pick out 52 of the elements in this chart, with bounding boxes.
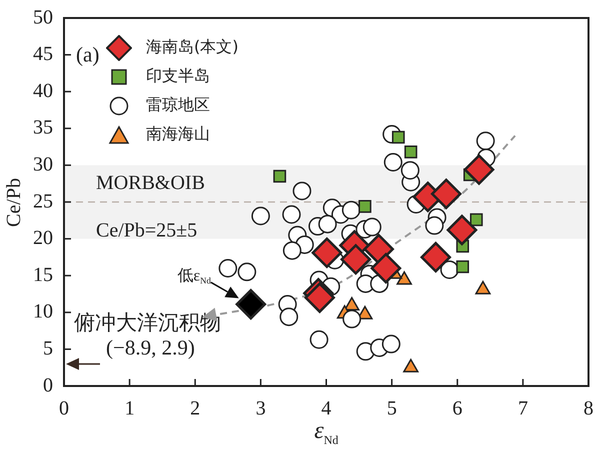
point	[446, 214, 478, 246]
point	[362, 218, 382, 236]
legend-label: 南海海山	[146, 124, 210, 145]
point	[404, 146, 418, 158]
point	[363, 234, 394, 264]
x-axis-title: ε$_{Nd}$	[314, 418, 338, 448]
point	[282, 205, 301, 224]
point	[318, 214, 337, 234]
x-tick-label: 5	[386, 397, 397, 420]
x-tick-label: 4	[321, 397, 332, 420]
x-tick-label: 0	[59, 397, 69, 420]
x-tick-label: 8	[584, 397, 594, 420]
band-label: MORB&OIB	[96, 172, 205, 194]
legend-label: 雷琼地区	[146, 95, 210, 116]
point	[464, 154, 494, 185]
annotation: (−8.9, 2.9)	[106, 336, 195, 360]
y-axis-title: Ce/Pb	[2, 178, 26, 226]
x-tick-label: 7	[518, 397, 528, 420]
y-tick-label: 35	[33, 116, 53, 139]
y-tick-label: 45	[33, 43, 53, 66]
point	[342, 200, 360, 220]
point	[358, 200, 372, 213]
point	[425, 216, 444, 235]
legend-label: 印支半岛	[146, 66, 210, 87]
y-tick-label: 20	[33, 227, 53, 250]
ref-line-label: Ce/Pb=25±5	[96, 219, 198, 242]
point	[292, 182, 312, 200]
x-tick-label: 6	[452, 397, 462, 420]
point	[251, 206, 270, 226]
y-tick-label: 30	[33, 153, 53, 176]
annotation: (a)	[76, 42, 100, 67]
y-tick-label: 5	[43, 337, 53, 360]
x-tick-label: 3	[256, 397, 266, 420]
point	[236, 289, 266, 320]
point	[420, 242, 451, 272]
point	[312, 238, 342, 268]
point	[456, 260, 470, 274]
y-tick-label: 10	[33, 300, 53, 323]
x-tick-label: 1	[124, 397, 135, 420]
y-tick-label: 15	[33, 264, 53, 286]
x-tick-label: 2	[190, 397, 200, 420]
y-tick-label: 40	[33, 80, 53, 102]
y-tick-label: 50	[33, 6, 53, 28]
y-tick-label: 25	[33, 190, 53, 212]
y-tick-label: 0	[43, 374, 53, 396]
point	[370, 252, 402, 284]
point	[340, 244, 372, 275]
point	[273, 170, 286, 183]
point	[400, 161, 420, 180]
point	[430, 178, 462, 210]
legend-label: 海南岛(本文)	[146, 37, 238, 58]
point	[470, 213, 483, 226]
